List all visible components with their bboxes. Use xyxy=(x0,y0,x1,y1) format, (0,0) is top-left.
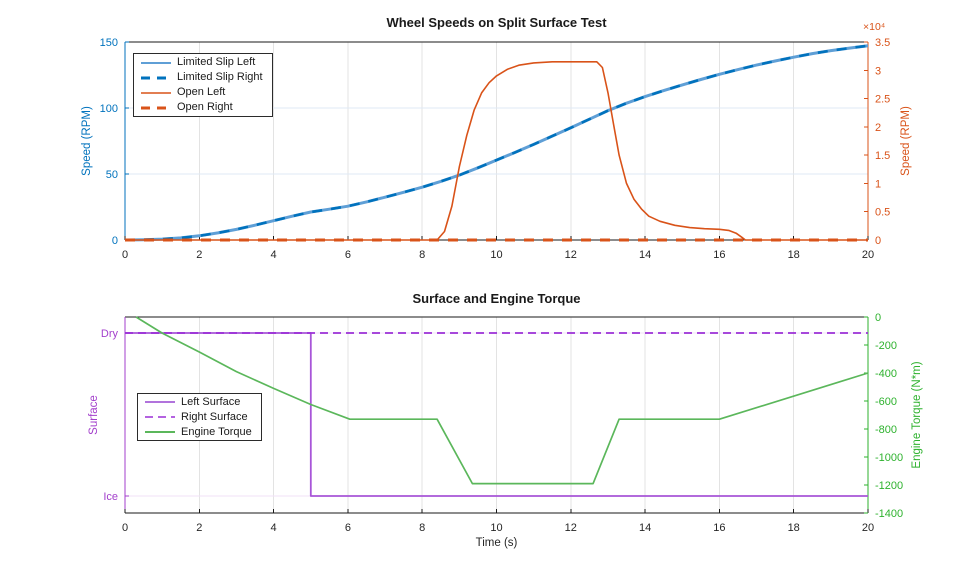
series-group-0 xyxy=(124,44,869,242)
legend-line-sample xyxy=(145,431,175,433)
y-right-tick-label: 0 xyxy=(875,235,881,247)
legend-line-sample xyxy=(141,76,171,79)
series-line-limited-slip-right xyxy=(124,44,869,242)
y-right-axis-label: Engine Torque (N*m) xyxy=(911,361,923,468)
x-tick-label: 8 xyxy=(419,249,425,261)
legend-label: Limited Slip Right xyxy=(177,71,263,83)
x-tick-label: 6 xyxy=(345,522,351,534)
y-right-tick-label: -400 xyxy=(875,368,897,380)
legend-line-sample xyxy=(141,91,171,94)
x-tick-label: 4 xyxy=(271,522,277,534)
legend-label: Right Surface xyxy=(181,410,248,423)
legend-entry: Right Surface xyxy=(144,410,252,425)
x-tick-label: 4 xyxy=(271,249,277,261)
x-tick-label: 10 xyxy=(490,249,502,261)
x-tick-label: 2 xyxy=(196,249,202,261)
legend-entry: Limited Slip Right xyxy=(140,70,263,85)
top-chart-title: Wheel Speeds on Split Surface Test xyxy=(386,15,607,30)
x-tick-label: 12 xyxy=(565,522,577,534)
legend-entry: Engine Torque xyxy=(144,425,252,440)
x-tick-label: 20 xyxy=(862,249,874,261)
top-chart-legend: Limited Slip Left Limited Slip Right Open … xyxy=(133,53,273,117)
series-line-open-left xyxy=(125,60,868,241)
legend-line-sample xyxy=(141,61,171,64)
y-right-tick-label: -1400 xyxy=(875,508,903,520)
y-right-tick-label: 0 xyxy=(875,312,881,324)
series-group-1 xyxy=(125,316,869,497)
x-tick-label: 16 xyxy=(713,522,725,534)
legend-entry: Left Surface xyxy=(144,395,252,410)
y-right-tick-label: -800 xyxy=(875,424,897,436)
legend-label: Left Surface xyxy=(181,395,241,408)
y-right-tick-label: -600 xyxy=(875,396,897,408)
x-tick-label: 14 xyxy=(639,522,651,534)
y-right-tick-label: -1000 xyxy=(875,452,903,464)
x-tick-label: 2 xyxy=(196,522,202,534)
x-tick-label: 0 xyxy=(122,522,128,534)
y-left-tick-label: Ice xyxy=(103,491,118,503)
y-left-tick-label: 100 xyxy=(100,103,118,115)
y-left-tick-label: 0 xyxy=(112,235,118,247)
legend-line-sample xyxy=(145,401,175,403)
x-tick-label: 12 xyxy=(565,249,577,261)
legend-label: Open Left xyxy=(177,86,226,98)
y-left-axis-label: Speed (RPM) xyxy=(81,106,93,176)
legend-entry: Open Right xyxy=(140,100,263,115)
y-right-tick-label: 2 xyxy=(875,122,881,134)
y-right-tick-label: 1 xyxy=(875,178,881,190)
x-tick-label: 20 xyxy=(862,522,874,534)
y-right-axis-label: Speed (RPM) xyxy=(900,106,912,176)
legend-label: Engine Torque xyxy=(181,425,252,438)
y-left-axis-label: Surface xyxy=(88,395,100,435)
y-right-tick-label: 3.5 xyxy=(875,37,890,49)
series-line-engine-torque xyxy=(135,316,869,485)
x-axis-label: Time (s) xyxy=(476,537,518,549)
legend-line-sample xyxy=(145,416,175,418)
y-right-exponent-label: ×10⁴ xyxy=(863,21,885,33)
legend-label: Open Right xyxy=(177,101,233,113)
x-tick-label: 0 xyxy=(122,249,128,261)
x-tick-label: 8 xyxy=(419,522,425,534)
y-right-tick-label: 3 xyxy=(875,65,881,77)
y-right-tick-label: 2.5 xyxy=(875,94,890,106)
y-left-tick-label: 150 xyxy=(100,37,118,49)
y-left-tick-label: Dry xyxy=(101,328,119,340)
y-right-tick-label: 1.5 xyxy=(875,150,890,162)
legend-label: Limited Slip Left xyxy=(177,56,256,68)
x-tick-label: 14 xyxy=(639,249,651,261)
x-tick-label: 16 xyxy=(713,249,725,261)
x-tick-label: 18 xyxy=(788,522,800,534)
y-right-tick-label: -200 xyxy=(875,340,897,352)
y-right-tick-label: -1200 xyxy=(875,480,903,492)
y-left-tick-label: 50 xyxy=(106,169,118,181)
legend-entry: Limited Slip Left xyxy=(140,55,263,70)
legend-line-sample xyxy=(141,106,171,109)
x-tick-label: 10 xyxy=(490,522,502,534)
bottom-chart-legend: Left Surface Right Surface Engine Torque xyxy=(137,393,262,441)
y-right-tick-label: 0.5 xyxy=(875,207,890,219)
x-tick-label: 18 xyxy=(788,249,800,261)
legend-entry: Open Left xyxy=(140,85,263,100)
x-tick-label: 6 xyxy=(345,249,351,261)
bottom-chart-title: Surface and Engine Torque xyxy=(412,291,581,306)
